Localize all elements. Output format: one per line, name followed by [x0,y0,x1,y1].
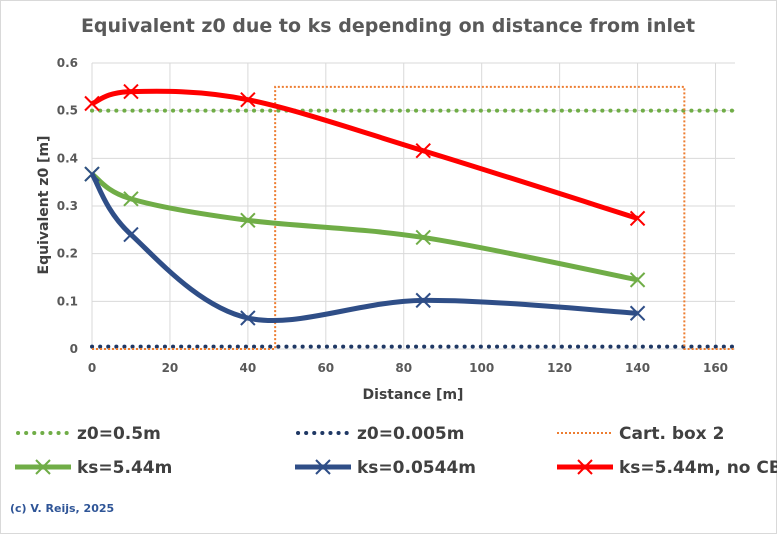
tick-labels: 0 0.1 0.2 0.3 0.4 0.5 0.6 0 20 40 60 80 100 120 140 160 [57,56,728,375]
legend: z0=0.5m z0=0.005m Cart. box 2 ks=5.44m ks=0.… [15,424,777,478]
y-tick-label: 0 [70,342,78,356]
data-point-ks-0-0544m [240,310,256,326]
legend-label: z0=0.5m [77,424,161,444]
x-tick-label: 60 [317,361,334,375]
legend-item-z0-0-005m: z0=0.005m [296,424,464,444]
data-point-ks-0-0544m [123,226,139,243]
legend-marker [315,459,331,475]
y-tick-label: 0.2 [57,247,78,261]
legend-label: z0=0.005m [357,424,464,444]
x-tick-label: 40 [240,361,257,375]
legend-marker [35,459,51,475]
y-tick-label: 0.3 [57,199,78,213]
x-tick-label: 140 [625,361,650,375]
x-tick-label: 100 [469,361,494,375]
y-tick-label: 0.5 [57,104,78,118]
x-tick-label: 0 [88,361,96,375]
legend-label: ks=5.44m, no CB [619,458,777,478]
legend-marker [577,459,593,475]
copyright-text: (c) V. Reijs, 2025 [10,502,114,515]
data-point-ks-5-44m [415,229,431,246]
x-tick-label: 20 [162,361,179,375]
data-point-ks-5-44m-no-cb [123,83,139,100]
legend-label: ks=0.0544m [357,458,476,478]
legend-item-z0-0-5m: z0=0.5m [16,424,161,444]
chart-title: Equivalent z0 due to ks depending on dis… [81,15,695,37]
data-point-ks-5-44m [123,191,139,207]
legend-label: Cart. box 2 [619,424,724,444]
y-tick-label: 0.1 [57,294,78,308]
x-tick-label: 120 [547,361,572,375]
series-line-cart-box-2 [92,85,735,350]
y-axis-title: Equivalent z0 [m] [36,136,52,275]
data-point-ks-0-0544m [629,305,646,321]
series-layer [84,83,737,350]
data-point-ks-5-44m [240,212,256,229]
data-point-ks-0-0544m [415,292,431,309]
x-tick-label: 160 [703,361,728,375]
legend-item-ks-5-44m-no-cb: ks=5.44m, no CB [557,458,777,478]
legend-item-ks-5-44m: ks=5.44m [15,458,172,478]
legend-item-cart-box-2: Cart. box 2 [557,424,724,444]
x-axis-title: Distance [m] [363,387,464,403]
data-point-ks-5-44m-no-cb [84,95,100,112]
legend-label: ks=5.44m [77,458,172,478]
data-point-ks-5-44m-no-cb [415,142,431,159]
y-tick-label: 0.6 [57,56,78,70]
y-tick-label: 0.4 [57,151,78,165]
x-tick-label: 80 [395,361,412,375]
data-point-ks-0-0544m [84,166,100,182]
legend-item-ks-0-0544m: ks=0.0544m [295,458,476,478]
data-point-ks-5-44m-no-cb [629,210,646,227]
data-point-ks-5-44m [629,272,646,288]
data-point-ks-5-44m-no-cb [240,91,256,108]
